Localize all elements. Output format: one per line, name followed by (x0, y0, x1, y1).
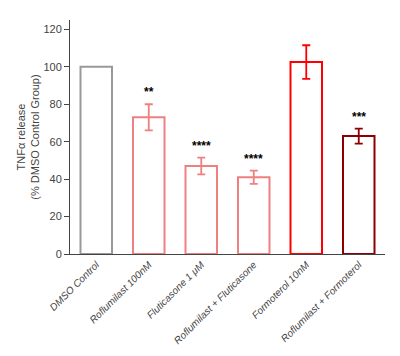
svg-text:DMSO Control: DMSO Control (47, 259, 101, 313)
svg-text:Roflumilast + Fluticasone: Roflumilast + Fluticasone (172, 259, 259, 346)
svg-text:****: **** (244, 152, 263, 166)
svg-text:120: 120 (43, 23, 61, 35)
svg-text:20: 20 (50, 210, 62, 222)
svg-text:0: 0 (56, 248, 62, 260)
svg-text:100: 100 (43, 61, 61, 73)
svg-text:40: 40 (50, 173, 62, 185)
svg-text:Roflumilast 100nM: Roflumilast 100nM (87, 259, 154, 326)
svg-text:Roflumilast + Formoterol: Roflumilast + Formoterol (279, 259, 365, 345)
svg-text:Formoterol 10nM: Formoterol 10nM (250, 259, 312, 321)
svg-text:60: 60 (50, 136, 62, 148)
svg-text:****: **** (192, 139, 211, 153)
svg-text:TNFα release(% DMSO Control Gr: TNFα release(% DMSO Control Group) (15, 74, 41, 199)
svg-text:80: 80 (50, 98, 62, 110)
svg-text:Fluticasone 1 μM: Fluticasone 1 μM (145, 259, 207, 321)
svg-text:**: ** (144, 85, 154, 99)
svg-text:***: *** (352, 110, 366, 124)
